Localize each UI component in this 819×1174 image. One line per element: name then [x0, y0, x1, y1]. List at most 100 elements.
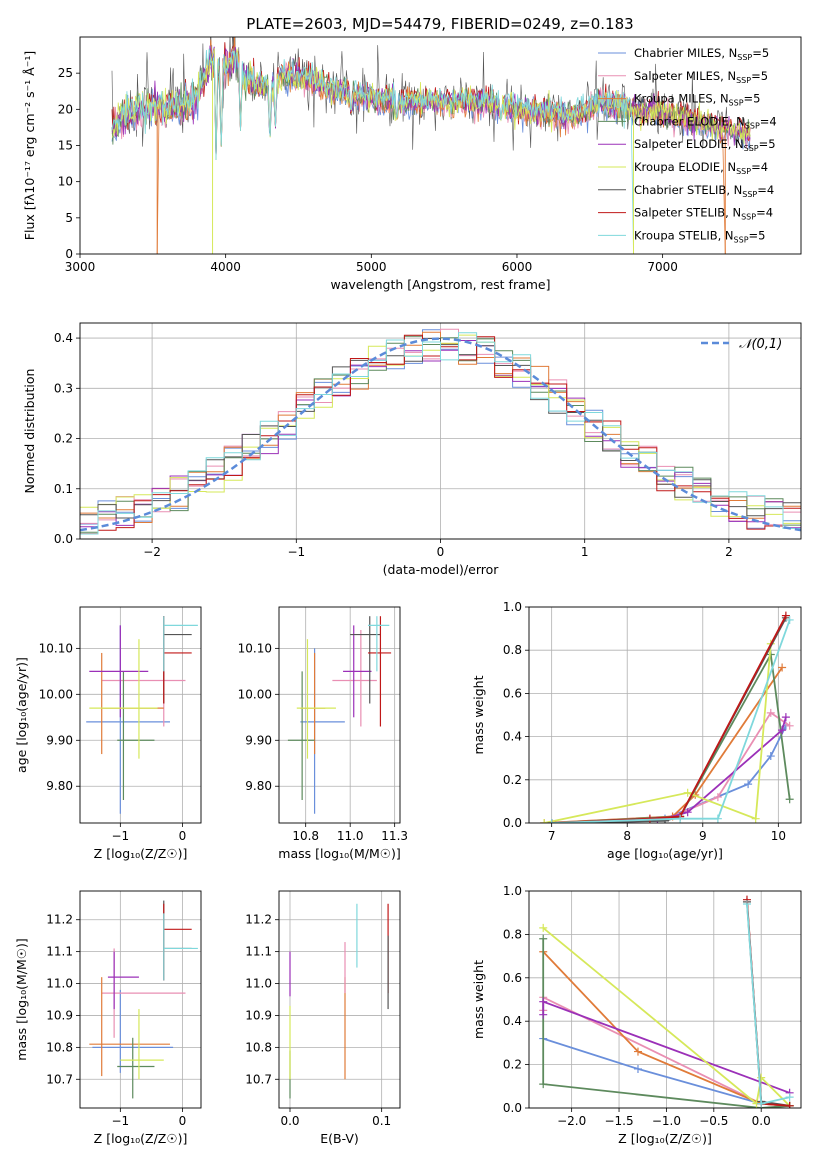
y-tick-label: 0.8 [503, 927, 522, 941]
legend-subscript-rest: =4 [756, 206, 773, 220]
x-axis-label: Z [log₁₀(Z/Z☉)] [94, 1131, 188, 1146]
y-axis-label: mass [log₁₀(M/M☉)] [14, 938, 29, 1060]
panel-age_vs_Z: −1 0 9.80 9.90 10.00 10.10 Z [log₁₀(Z/Z☉)] age … [14, 606, 202, 861]
spectrum-series-line [111, 48, 634, 254]
panel-spectrum: 3000 4000 5000 6000 7000 0 5 10 15 20 25 wavelength… [22, 36, 802, 292]
legend-subscript-rest: =5 [752, 46, 769, 60]
y-tick-label: 0.4 [503, 1014, 522, 1028]
x-tick-label: −1.5 [604, 1114, 633, 1128]
y-tick-label: 10.10 [39, 641, 73, 655]
axes-frame [79, 890, 202, 1109]
x-axis-label: E(B-V) [320, 1131, 359, 1146]
x-axis-label: (data-model)/error [383, 562, 500, 577]
legend-subscript: SSP [734, 235, 749, 244]
plot-area-mass_vs_Z [89, 900, 198, 1099]
plus-marker [766, 708, 775, 717]
plus-marker [713, 793, 722, 802]
plus-marker [547, 819, 556, 823]
massweight-series-line [746, 903, 790, 1105]
panel-massweight_vs_Z: −2.0 −1.5 −1.0 −0.5 0.0 0.0 0.2 0.4 0.6 0.8 1.0 Z [… [471, 884, 802, 1146]
y-tick-label: 10.9 [245, 1008, 272, 1022]
plus-marker [539, 997, 548, 1006]
y-tick-label: 10.00 [238, 687, 272, 701]
x-tick-label: 0 [179, 829, 187, 843]
y-tick-label: 10.8 [245, 1040, 272, 1054]
plus-marker [539, 923, 548, 932]
panel-age_vs_mass: 10.8 11.0 11.3 9.80 9.90 10.00 10.10 mass [log₁… [238, 606, 408, 861]
legend-subscript-rest: =5 [749, 228, 766, 242]
x-tick-label: 6000 [502, 260, 533, 274]
axes-frame [278, 890, 401, 1109]
plus-marker [633, 1064, 642, 1073]
x-tick-label: 3000 [65, 260, 96, 274]
legend-entry: 𝒩(0,1) [739, 337, 782, 352]
plus-marker [683, 788, 692, 797]
x-tick-label: −0.5 [699, 1114, 728, 1128]
y-tick-label: 9.80 [46, 779, 73, 793]
plus-marker [539, 1080, 548, 1089]
y-tick-label: 20 [58, 102, 73, 116]
plus-marker [785, 1093, 794, 1102]
plus-marker [539, 1010, 548, 1019]
x-axis-label: Z [log₁₀(Z/Z☉)] [618, 1131, 712, 1146]
massweight-series-line [551, 615, 787, 823]
plus-marker [766, 752, 775, 761]
plot-area-spectrum [111, 37, 751, 254]
y-tick-label: 0.1 [54, 482, 73, 496]
x-tick-label: 1 [581, 545, 589, 559]
plus-marker [713, 814, 722, 823]
plus-marker [645, 814, 654, 823]
y-tick-label: 0.4 [54, 331, 73, 345]
panel-massweight_vs_age: 7 8 9 10 0.0 0.2 0.4 0.6 0.8 1.0 age [log₁₀(age/yr… [471, 600, 802, 861]
plus-marker [757, 1099, 766, 1108]
y-axis-label: mass weight [471, 675, 486, 754]
x-tick-label: 0.0 [752, 1114, 771, 1128]
x-tick-label: −1 [111, 1114, 129, 1128]
y-tick-label: 11.0 [46, 977, 73, 991]
legend-entry: Kroupa STELIB, NSSP=5 [634, 228, 765, 244]
plot-area-massweight_vs_age [540, 611, 794, 823]
legend-entry: Chabrier ELODIE, NSSP=4 [634, 114, 777, 130]
legend-subscript: SSP [745, 121, 760, 130]
y-tick-label: 9.90 [46, 733, 73, 747]
legend-subscript: SSP [744, 144, 759, 153]
plus-marker [751, 814, 760, 823]
x-tick-label: 0 [437, 545, 445, 559]
legend-subscript-rest: =5 [751, 69, 768, 83]
x-tick-label: 8 [623, 829, 631, 843]
massweight-series-line [551, 617, 787, 823]
legend-subscript: SSP [736, 167, 751, 176]
y-tick-label: 1.0 [503, 884, 522, 898]
figure-title: PLATE=2603, MJD=54479, FIBERID=0249, z=0… [246, 15, 633, 33]
legend-subscript-rest: =5 [744, 92, 761, 106]
plus-marker [633, 1047, 642, 1056]
y-tick-label: 0.0 [503, 1101, 522, 1115]
axes-frame [278, 606, 401, 824]
legend-subscript: SSP [729, 99, 744, 108]
x-tick-label: 9 [699, 829, 707, 843]
plus-marker [781, 713, 790, 722]
x-axis-label: mass [log₁₀(M/M☉)] [278, 846, 400, 861]
panel-residual_hist: −2 −1 0 1 2 0.0 0.1 0.2 0.3 0.4 (data-model)/error… [22, 322, 802, 577]
y-tick-label: 1.0 [503, 600, 522, 614]
legend-subscript: SSP [741, 213, 756, 222]
x-tick-label: 0.0 [280, 1114, 299, 1128]
legend-entry: Kroupa ELODIE, NSSP=4 [634, 160, 768, 176]
y-tick-label: 0.6 [503, 686, 522, 700]
plus-marker [778, 663, 787, 672]
legend-entry: Salpeter MILES, NSSP=5 [634, 69, 768, 85]
plus-marker [785, 721, 794, 730]
plus-marker [540, 819, 549, 823]
legend-entry: Salpeter ELODIE, NSSP=5 [634, 137, 776, 153]
x-tick-label: 5000 [356, 260, 387, 274]
axes-frame [528, 606, 802, 824]
x-tick-label: 10 [771, 829, 786, 843]
x-tick-label: −1 [287, 545, 305, 559]
panel-mass_vs_ebv: 0.0 0.1 10.7 10.8 10.9 11.0 11.1 11.2 E(B-V) [245, 890, 401, 1146]
y-axis-label: age [log₁₀(age/yr)] [14, 657, 29, 773]
y-tick-label: 10 [58, 175, 73, 189]
histogram-series [80, 332, 801, 535]
plus-marker [781, 611, 790, 620]
plus-marker [785, 795, 794, 804]
